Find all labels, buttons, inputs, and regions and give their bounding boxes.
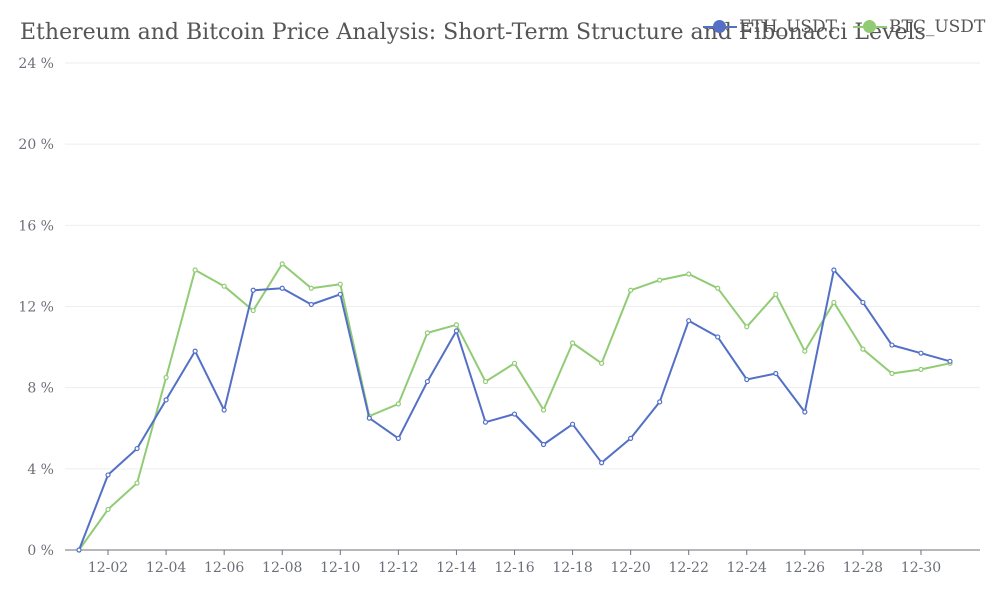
data-point[interactable] [221, 283, 227, 289]
series-group [76, 261, 953, 553]
x-tick-label: 12-10 [320, 560, 360, 576]
data-point[interactable] [598, 460, 605, 466]
series-eth_usdt [76, 267, 953, 553]
data-point[interactable] [511, 360, 518, 366]
data-point[interactable] [918, 350, 924, 356]
data-point[interactable] [163, 374, 169, 381]
x-tick-label: 12-14 [436, 560, 476, 576]
x-tick-label: 12-28 [843, 560, 883, 576]
x-tick-label: 12-20 [610, 560, 650, 576]
data-point[interactable] [453, 322, 460, 328]
data-point[interactable] [395, 401, 401, 407]
data-point[interactable] [569, 421, 576, 427]
data-point[interactable] [889, 370, 895, 377]
data-point[interactable] [105, 472, 111, 478]
data-point[interactable] [831, 299, 837, 306]
series-line-eth_usdt [78, 269, 951, 551]
data-point[interactable] [860, 346, 866, 352]
data-point[interactable] [715, 285, 721, 291]
x-tick-label: 12-02 [88, 560, 128, 576]
data-point[interactable] [192, 267, 198, 273]
btc-legend-swatch [853, 20, 887, 34]
data-point[interactable] [628, 435, 634, 441]
data-point[interactable] [657, 277, 663, 283]
eth-legend-swatch [703, 20, 737, 34]
data-point[interactable] [105, 506, 111, 513]
data-point[interactable] [366, 415, 372, 421]
data-point[interactable] [802, 348, 808, 354]
data-point[interactable] [831, 267, 837, 273]
data-point[interactable] [337, 281, 343, 287]
data-point[interactable] [424, 378, 430, 385]
x-tick-label: 12-04 [146, 560, 186, 576]
y-tick-label: 24 % [18, 56, 54, 72]
data-point[interactable] [76, 547, 82, 553]
data-point[interactable] [773, 370, 779, 377]
data-point[interactable] [744, 324, 750, 330]
y-tick-label: 16 % [18, 218, 54, 234]
x-tick-label: 12-06 [204, 560, 244, 576]
x-tick-label: 12-24 [727, 560, 767, 576]
data-point[interactable] [250, 307, 256, 314]
data-point[interactable] [657, 399, 663, 405]
data-point[interactable] [134, 445, 140, 452]
data-point[interactable] [250, 287, 256, 293]
y-tick-label: 4 % [27, 462, 54, 478]
data-point[interactable] [279, 285, 285, 291]
x-tick-label: 12-22 [669, 560, 709, 576]
data-point[interactable] [395, 435, 401, 441]
data-point[interactable] [947, 358, 953, 364]
data-point[interactable] [163, 397, 169, 403]
axes: 0 % 4 % 8 % 12 % 16 % 20 % 24 % 12-02 12-04 12-06… [18, 56, 980, 576]
data-point[interactable] [482, 419, 489, 425]
legend-item-eth[interactable]: ETH_USDT [703, 17, 837, 37]
y-tick-label: 0 % [27, 543, 54, 559]
x-tick-label: 12-16 [494, 560, 534, 576]
data-point[interactable] [192, 348, 198, 354]
legend-label-btc: BTC_USDT [889, 17, 986, 37]
x-tick-label: 12-12 [378, 560, 418, 576]
data-point[interactable] [540, 407, 547, 413]
legend-label-eth: ETH_USDT [739, 17, 838, 37]
y-tick-label: 12 % [18, 300, 54, 316]
data-point[interactable] [540, 441, 547, 448]
data-point[interactable] [337, 291, 343, 297]
data-point[interactable] [424, 330, 430, 336]
data-point[interactable] [569, 340, 576, 346]
data-point[interactable] [221, 407, 227, 413]
data-point[interactable] [628, 287, 634, 293]
x-tick-label: 12-08 [262, 560, 302, 576]
gridlines [65, 62, 980, 470]
data-point[interactable] [279, 261, 285, 267]
x-tick-label: 12-18 [552, 560, 592, 576]
data-point[interactable] [134, 480, 140, 486]
x-tick-label: 12-26 [785, 560, 825, 576]
legend-item-btc[interactable]: BTC_USDT [853, 17, 985, 37]
data-point[interactable] [308, 301, 314, 308]
data-point[interactable] [598, 360, 605, 366]
chart-title: Ethereum and Bitcoin Price Analysis: Sho… [20, 20, 926, 45]
y-tick-label: 20 % [18, 137, 54, 153]
data-point[interactable] [802, 409, 808, 415]
data-point[interactable] [715, 334, 721, 340]
data-point[interactable] [889, 342, 895, 348]
data-point[interactable] [453, 328, 460, 334]
data-point[interactable] [860, 299, 866, 306]
y-tick-label: 8 % [27, 381, 54, 397]
data-point[interactable] [773, 291, 779, 297]
data-point[interactable] [744, 376, 750, 383]
data-point[interactable] [918, 366, 924, 373]
data-point[interactable] [686, 318, 692, 324]
x-tick-label: 12-30 [901, 560, 941, 576]
data-point[interactable] [308, 285, 314, 291]
data-point[interactable] [686, 271, 692, 277]
data-point[interactable] [482, 378, 489, 385]
series-btc_usdt [76, 261, 953, 553]
data-point[interactable] [511, 411, 518, 417]
